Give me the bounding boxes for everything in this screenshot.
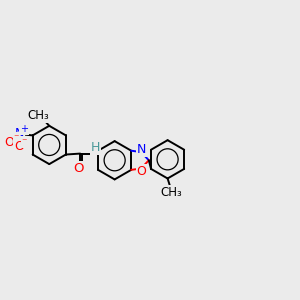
Text: N: N [14,128,24,140]
Text: CH₃: CH₃ [28,109,50,122]
Text: CH₃: CH₃ [160,186,182,199]
Text: O: O [4,136,14,148]
Text: O: O [74,162,84,176]
Text: ⁻: ⁻ [22,137,27,147]
Text: ⁻: ⁻ [14,133,19,143]
Text: H: H [91,141,100,154]
Text: N: N [137,142,146,155]
Text: O: O [136,165,146,178]
Text: O: O [14,140,24,152]
Text: +: + [20,124,28,134]
